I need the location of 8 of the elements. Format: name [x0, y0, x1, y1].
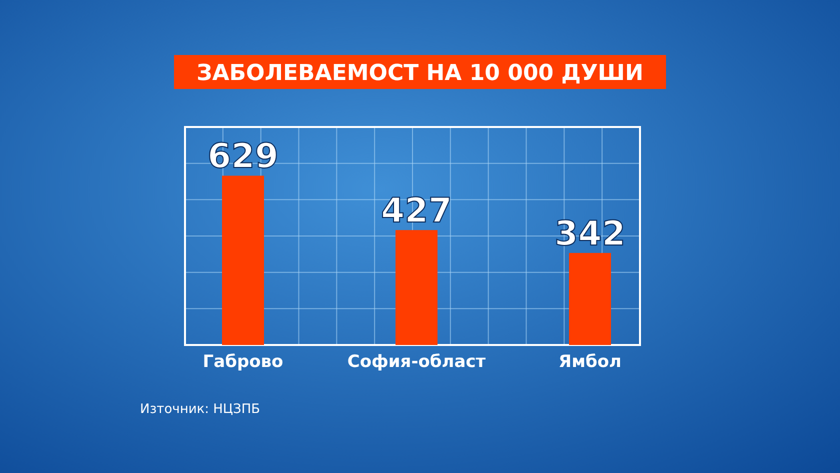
x-tick-label: Ямбол: [558, 352, 622, 372]
x-tick-label: Габрово: [202, 352, 284, 372]
chart-title: ЗАБОЛЕВАЕМОСТ НА 10 000 ДУШИ: [196, 61, 644, 86]
data-label: 427: [381, 191, 452, 232]
data-label: 629: [208, 136, 278, 177]
x-tick-label: София-област: [347, 352, 486, 372]
data-label: 342: [554, 214, 626, 254]
text: Източник: НЦЗПБ: [140, 402, 260, 417]
